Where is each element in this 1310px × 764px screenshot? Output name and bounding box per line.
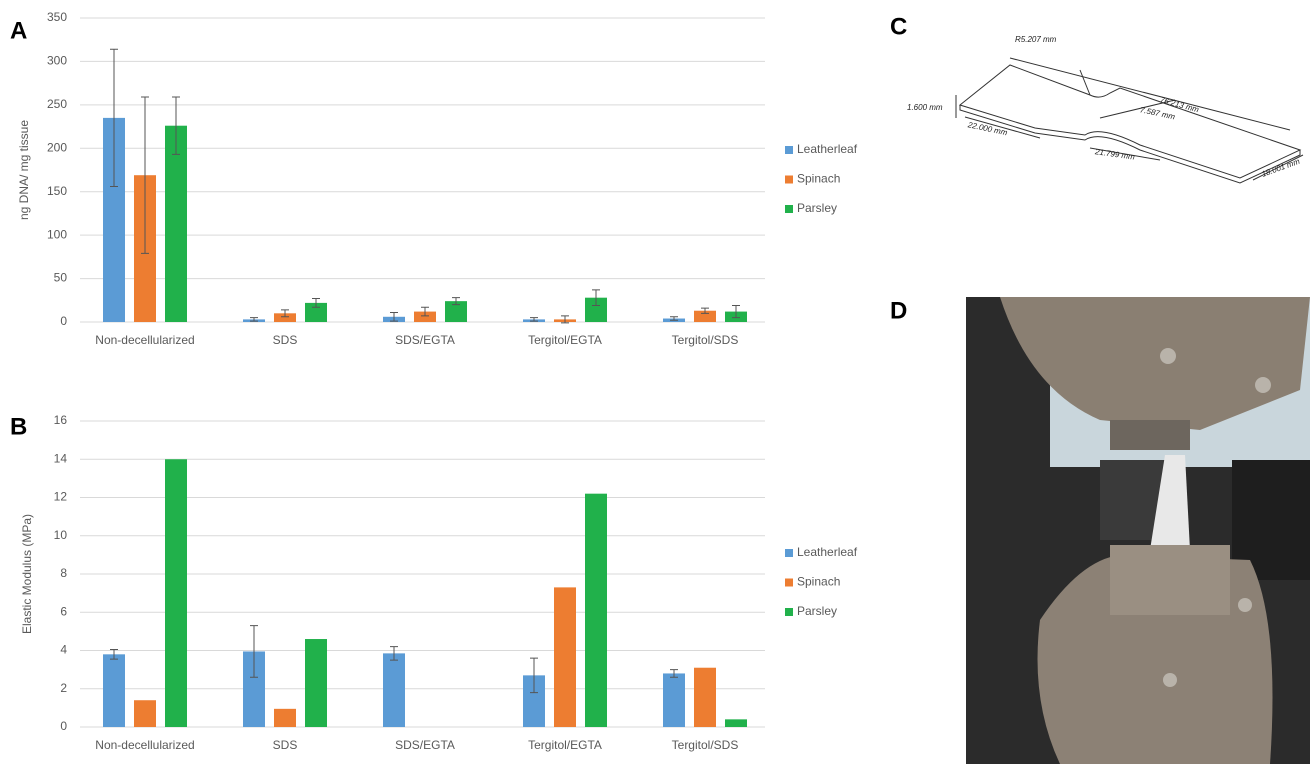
dimension-label: 7.587 mm [1139,105,1176,121]
x-tick-label: SDS/EGTA [395,738,455,752]
legend-label: Spinach [797,172,840,186]
bar [103,654,125,727]
y-tick-label: 350 [47,10,67,24]
specimen-drawing [956,58,1303,183]
legend-label: Spinach [797,575,840,589]
x-tick-label: SDS/EGTA [395,333,455,347]
legend-swatch [785,549,793,557]
legend-swatch [785,146,793,154]
legend-label: Parsley [797,201,837,215]
y-tick-label: 250 [47,97,67,111]
legend-label: Parsley [797,604,837,618]
bar [134,700,156,727]
x-tick-label: Non-decellularized [95,738,194,752]
y-tick-label: 12 [54,490,68,504]
y-tick-label: 10 [54,528,68,542]
bar [694,668,716,727]
x-tick-label: Tergitol/EGTA [528,333,602,347]
legend-label: Leatherleaf [797,142,858,156]
page: A B C D R5.207 mm 76.213 mm 7.587 mm 1.6… [0,0,1310,764]
y-tick-label: 6 [60,604,67,618]
x-tick-label: SDS [273,333,298,347]
bar [305,639,327,727]
bar [165,459,187,727]
bar [165,126,187,322]
y-axis-title: ng DNA/ mg tissue [17,120,31,220]
bar [554,587,576,727]
bar [725,719,747,727]
y-tick-label: 4 [60,643,67,657]
legend-label: Leatherleaf [797,545,858,559]
dimension-label: 21.799 mm [1093,147,1135,162]
bar [585,494,607,727]
y-tick-label: 300 [47,54,67,68]
panel-label: B [10,413,27,440]
bar [383,653,405,727]
legend-swatch [785,176,793,184]
panel-label: C [890,13,907,40]
x-tick-label: Tergitol/EGTA [528,738,602,752]
panel-label: D [890,297,907,324]
panel-label: A [10,17,27,44]
legend-swatch [785,608,793,616]
legend-swatch [785,579,793,587]
x-tick-label: SDS [273,738,298,752]
y-tick-label: 0 [60,719,67,733]
bar [274,709,296,727]
y-tick-label: 8 [60,566,67,580]
dimension-label: 18.001 mm [1260,157,1301,179]
y-tick-label: 150 [47,184,67,198]
y-tick-label: 2 [60,681,67,695]
x-tick-label: Non-decellularized [95,333,194,347]
x-tick-label: Tergitol/SDS [672,333,739,347]
y-tick-label: 16 [54,413,68,427]
y-tick-label: 100 [47,227,67,241]
figure: A B C D R5.207 mm 76.213 mm 7.587 mm 1.6… [0,0,1310,764]
y-tick-label: 50 [54,271,68,285]
y-axis-title: Elastic Modulus (MPa) [20,514,34,634]
dimension-label: R5.207 mm [1015,35,1057,44]
dimension-label: 1.600 mm [907,103,943,112]
y-tick-label: 0 [60,314,67,328]
bar [663,673,685,727]
legend-swatch [785,205,793,213]
photo [966,297,1310,764]
y-tick-label: 200 [47,140,67,154]
x-tick-label: Tergitol/SDS [672,738,739,752]
y-tick-label: 14 [54,451,68,465]
